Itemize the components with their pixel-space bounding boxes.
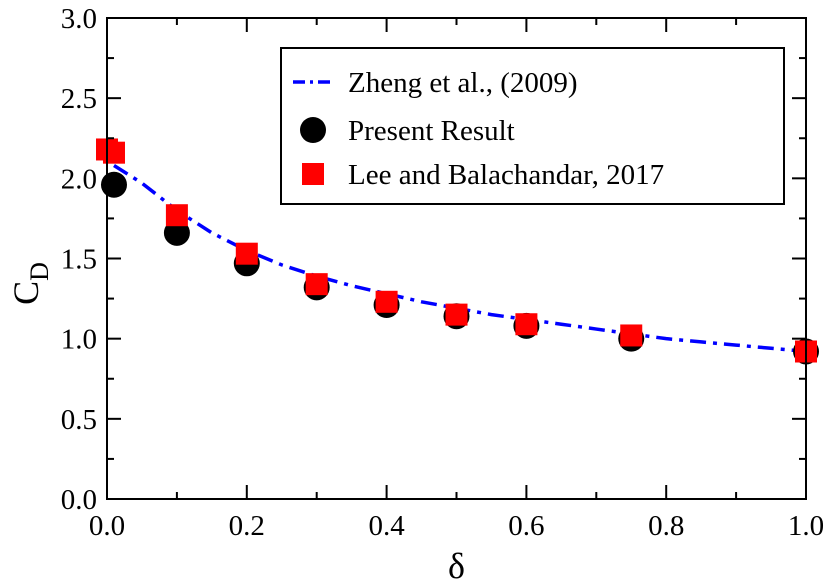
present-result-point bbox=[100, 171, 127, 198]
y-tick-label: 0.0 bbox=[61, 484, 97, 516]
x-tick-label: 0.6 bbox=[508, 510, 544, 542]
lee-balachandar-point bbox=[165, 204, 188, 227]
present-result-point bbox=[163, 219, 190, 246]
lee-balachandar-point bbox=[235, 242, 258, 265]
lee-balachandar-point bbox=[305, 273, 328, 296]
x-axis-title: δ bbox=[448, 546, 465, 583]
x-tick-label: 0.2 bbox=[229, 510, 265, 542]
y-tick-label: 0.5 bbox=[61, 404, 97, 436]
lee-balachandar-point bbox=[620, 324, 643, 347]
y-axis-title-main: C bbox=[6, 281, 46, 305]
y-tick-label: 2.0 bbox=[61, 163, 97, 195]
legend-label-lee: Lee and Balachandar, 2017 bbox=[348, 159, 664, 191]
legend-label-present: Present Result bbox=[348, 115, 515, 147]
y-tick-label: 1.0 bbox=[61, 324, 97, 356]
legend-label-zheng: Zheng et al., (2009) bbox=[348, 67, 578, 99]
x-tick-label: 1.0 bbox=[788, 510, 824, 542]
y-axis-title-subscript: D bbox=[25, 262, 54, 281]
legend-square-icon bbox=[302, 163, 324, 185]
y-tick-label: 3.0 bbox=[61, 3, 97, 35]
lee-balachandar-point bbox=[375, 290, 398, 313]
y-axis-title: CD bbox=[6, 262, 54, 305]
y-tick-label: 1.5 bbox=[61, 244, 97, 276]
legend-circle-icon bbox=[300, 117, 326, 143]
x-tick-label: 0.0 bbox=[89, 510, 125, 542]
lee-balachandar-point bbox=[102, 141, 125, 164]
legend-box bbox=[280, 47, 785, 205]
lee-balachandar-point bbox=[445, 303, 468, 326]
y-tick-label: 2.5 bbox=[61, 83, 97, 115]
x-tick-label: 0.8 bbox=[648, 510, 684, 542]
lee-balachandar-point bbox=[515, 313, 538, 336]
legend: Zheng et al., (2009) Present Result Lee an… bbox=[280, 47, 785, 205]
x-tick-label: 0.4 bbox=[368, 510, 405, 542]
